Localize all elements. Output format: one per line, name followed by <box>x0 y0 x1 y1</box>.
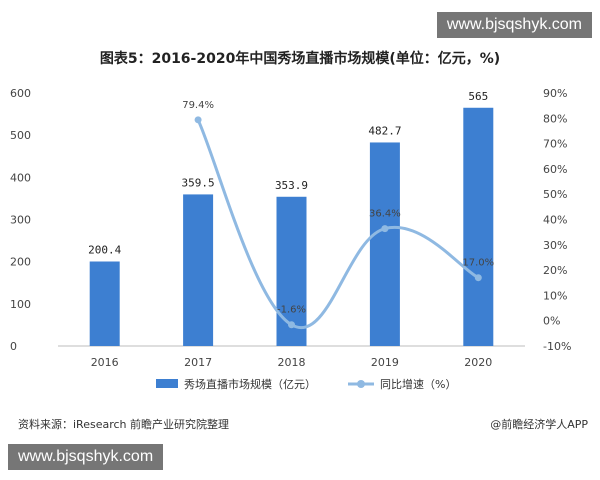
y-left-tick-label: 600 <box>10 87 31 100</box>
growth-rate-line <box>196 119 480 329</box>
watermark-bottom: www.bjsqshyk.com <box>8 444 164 470</box>
bar <box>369 142 400 346</box>
x-tick-label: 2019 <box>371 356 399 369</box>
watermark-top: www.bjsqshyk.com <box>436 12 592 38</box>
y-left-tick-label: 500 <box>10 129 31 142</box>
y-right-tick-label: 70% <box>543 138 567 151</box>
chart-svg: 0 100 200 300 400 500 600 -10% 0% 10% 20% 30% 40% 50%… <box>10 87 571 391</box>
y-right-tick-label: 80% <box>543 112 567 125</box>
growth-rate-label: 17.0% <box>462 258 494 269</box>
source-note: 资料来源：iResearch 前瞻产业研究院整理 <box>18 418 230 431</box>
y-right-tick-label: 90% <box>543 87 567 100</box>
legend-line-label: 同比增速（%） <box>380 377 456 391</box>
y-left-tick-label: 400 <box>10 171 31 184</box>
y-right-tick-label: 50% <box>543 188 567 201</box>
x-tick-label: 2020 <box>464 356 492 369</box>
bar <box>89 261 120 346</box>
growth-rate-label: 79.4% <box>182 100 214 111</box>
y-left-tick-label: 300 <box>10 214 31 227</box>
growth-rate-point <box>288 321 295 329</box>
bar-value-label: 200.4 <box>88 243 121 256</box>
y-right-tick-label: 40% <box>543 214 567 227</box>
x-tick-label: 2017 <box>184 356 212 369</box>
y-right-tick-label: 20% <box>543 264 567 277</box>
y-right-tick-label: 30% <box>543 239 567 252</box>
bar-value-label: 353.9 <box>275 179 308 192</box>
x-tick-label: 2018 <box>278 356 306 369</box>
growth-rate-label: -1.6% <box>277 305 306 316</box>
bar-value-label: 359.5 <box>182 176 215 189</box>
legend-bar-label: 秀场直播市场规模（亿元） <box>184 377 316 391</box>
y-right-tick-label: 10% <box>543 289 567 302</box>
legend-line-marker <box>357 380 365 388</box>
bar-value-label: 482.7 <box>368 124 401 137</box>
y-right-tick-label: -10% <box>543 340 571 353</box>
y-left-tick-label: 200 <box>10 256 31 269</box>
chart-title: 图表5：2016-2020年中国秀场直播市场规模(单位：亿元，%) <box>99 51 501 67</box>
growth-rate-point <box>474 274 482 282</box>
bar <box>183 194 214 346</box>
growth-rate-point <box>381 225 389 233</box>
growth-rate-label: 36.4% <box>369 209 401 220</box>
credit-note: @前瞻经济学人APP <box>490 418 588 431</box>
y-right-tick-label: 60% <box>543 163 567 176</box>
y-right-tick-label: 0% <box>543 315 560 328</box>
bar <box>463 107 494 346</box>
bar <box>276 196 307 346</box>
growth-rate-point <box>194 116 202 124</box>
legend-bar-swatch <box>156 379 178 388</box>
y-left-tick-label: 100 <box>10 298 31 311</box>
x-tick-label: 2016 <box>91 356 119 369</box>
bar-value-label: 565 <box>468 90 488 103</box>
y-left-tick-label: 0 <box>10 340 17 353</box>
